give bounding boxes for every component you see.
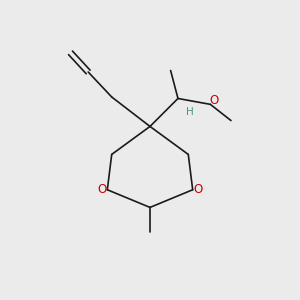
Text: O: O [194,183,202,196]
Text: H: H [186,107,194,117]
Text: O: O [98,183,106,196]
Text: O: O [209,94,218,107]
